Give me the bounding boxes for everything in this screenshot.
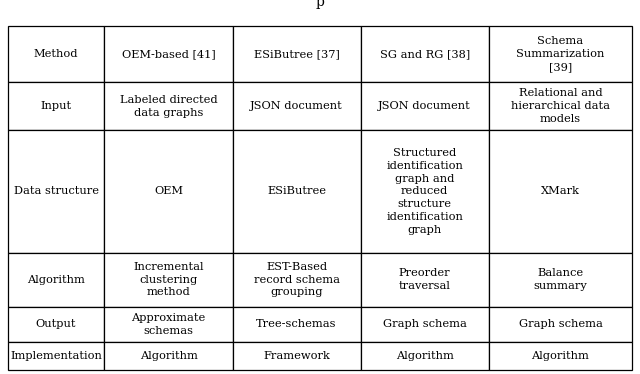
Bar <box>489 253 632 307</box>
Bar <box>489 130 632 253</box>
Text: Algorithm: Algorithm <box>396 351 454 361</box>
Text: Algorithm: Algorithm <box>27 275 85 285</box>
Text: Preorder
traversal: Preorder traversal <box>399 268 451 291</box>
Text: Data structure: Data structure <box>13 186 99 196</box>
Text: Incremental
clustering
method: Incremental clustering method <box>133 262 204 297</box>
Text: Relational and
hierarchical data
models: Relational and hierarchical data models <box>511 88 610 124</box>
Bar <box>8 342 104 370</box>
Bar <box>360 307 489 342</box>
Bar <box>8 130 104 253</box>
Bar <box>232 26 360 82</box>
Text: SG and RG [38]: SG and RG [38] <box>380 49 470 59</box>
Bar <box>232 342 360 370</box>
Bar <box>360 342 489 370</box>
Bar <box>232 253 360 307</box>
Text: Graph schema: Graph schema <box>383 319 467 329</box>
Bar <box>104 342 232 370</box>
Text: Output: Output <box>36 319 76 329</box>
Text: Input: Input <box>40 101 72 111</box>
Text: Algorithm: Algorithm <box>532 351 589 361</box>
Text: OEM: OEM <box>154 186 183 196</box>
Text: Labeled directed
data graphs: Labeled directed data graphs <box>120 95 218 117</box>
Text: JSON document: JSON document <box>378 101 471 111</box>
Text: Graph schema: Graph schema <box>518 319 602 329</box>
Bar <box>104 82 232 130</box>
Text: Balance
summary: Balance summary <box>534 268 588 291</box>
Bar <box>489 26 632 82</box>
Bar <box>104 307 232 342</box>
Bar <box>8 82 104 130</box>
Text: EST-Based
record schema
grouping: EST-Based record schema grouping <box>253 262 340 297</box>
Bar <box>8 253 104 307</box>
Bar <box>360 26 489 82</box>
Text: Algorithm: Algorithm <box>140 351 198 361</box>
Text: Approximate
schemas: Approximate schemas <box>131 313 205 336</box>
Text: XMark: XMark <box>541 186 580 196</box>
Text: OEM-based [41]: OEM-based [41] <box>122 49 216 59</box>
Text: Method: Method <box>34 49 78 59</box>
Bar <box>232 130 360 253</box>
Bar <box>232 82 360 130</box>
Bar <box>104 130 232 253</box>
Bar <box>104 26 232 82</box>
Bar <box>8 307 104 342</box>
Text: Implementation: Implementation <box>10 351 102 361</box>
Text: Framework: Framework <box>263 351 330 361</box>
Bar <box>489 307 632 342</box>
Bar <box>360 130 489 253</box>
Bar <box>232 307 360 342</box>
Text: ESiButree [37]: ESiButree [37] <box>253 49 339 59</box>
Bar <box>489 82 632 130</box>
Bar <box>104 253 232 307</box>
Text: Tree-schemas: Tree-schemas <box>257 319 337 329</box>
Text: JSON document: JSON document <box>250 101 343 111</box>
Bar <box>360 253 489 307</box>
Text: Structured
identification
graph and
reduced
structure
identification
graph: Structured identification graph and redu… <box>386 148 463 235</box>
Text: Schema
Summarization
[39]: Schema Summarization [39] <box>516 36 605 72</box>
Bar <box>360 82 489 130</box>
Bar <box>489 342 632 370</box>
Text: ESiButree: ESiButree <box>267 186 326 196</box>
Bar <box>8 26 104 82</box>
Text: p: p <box>316 0 324 9</box>
